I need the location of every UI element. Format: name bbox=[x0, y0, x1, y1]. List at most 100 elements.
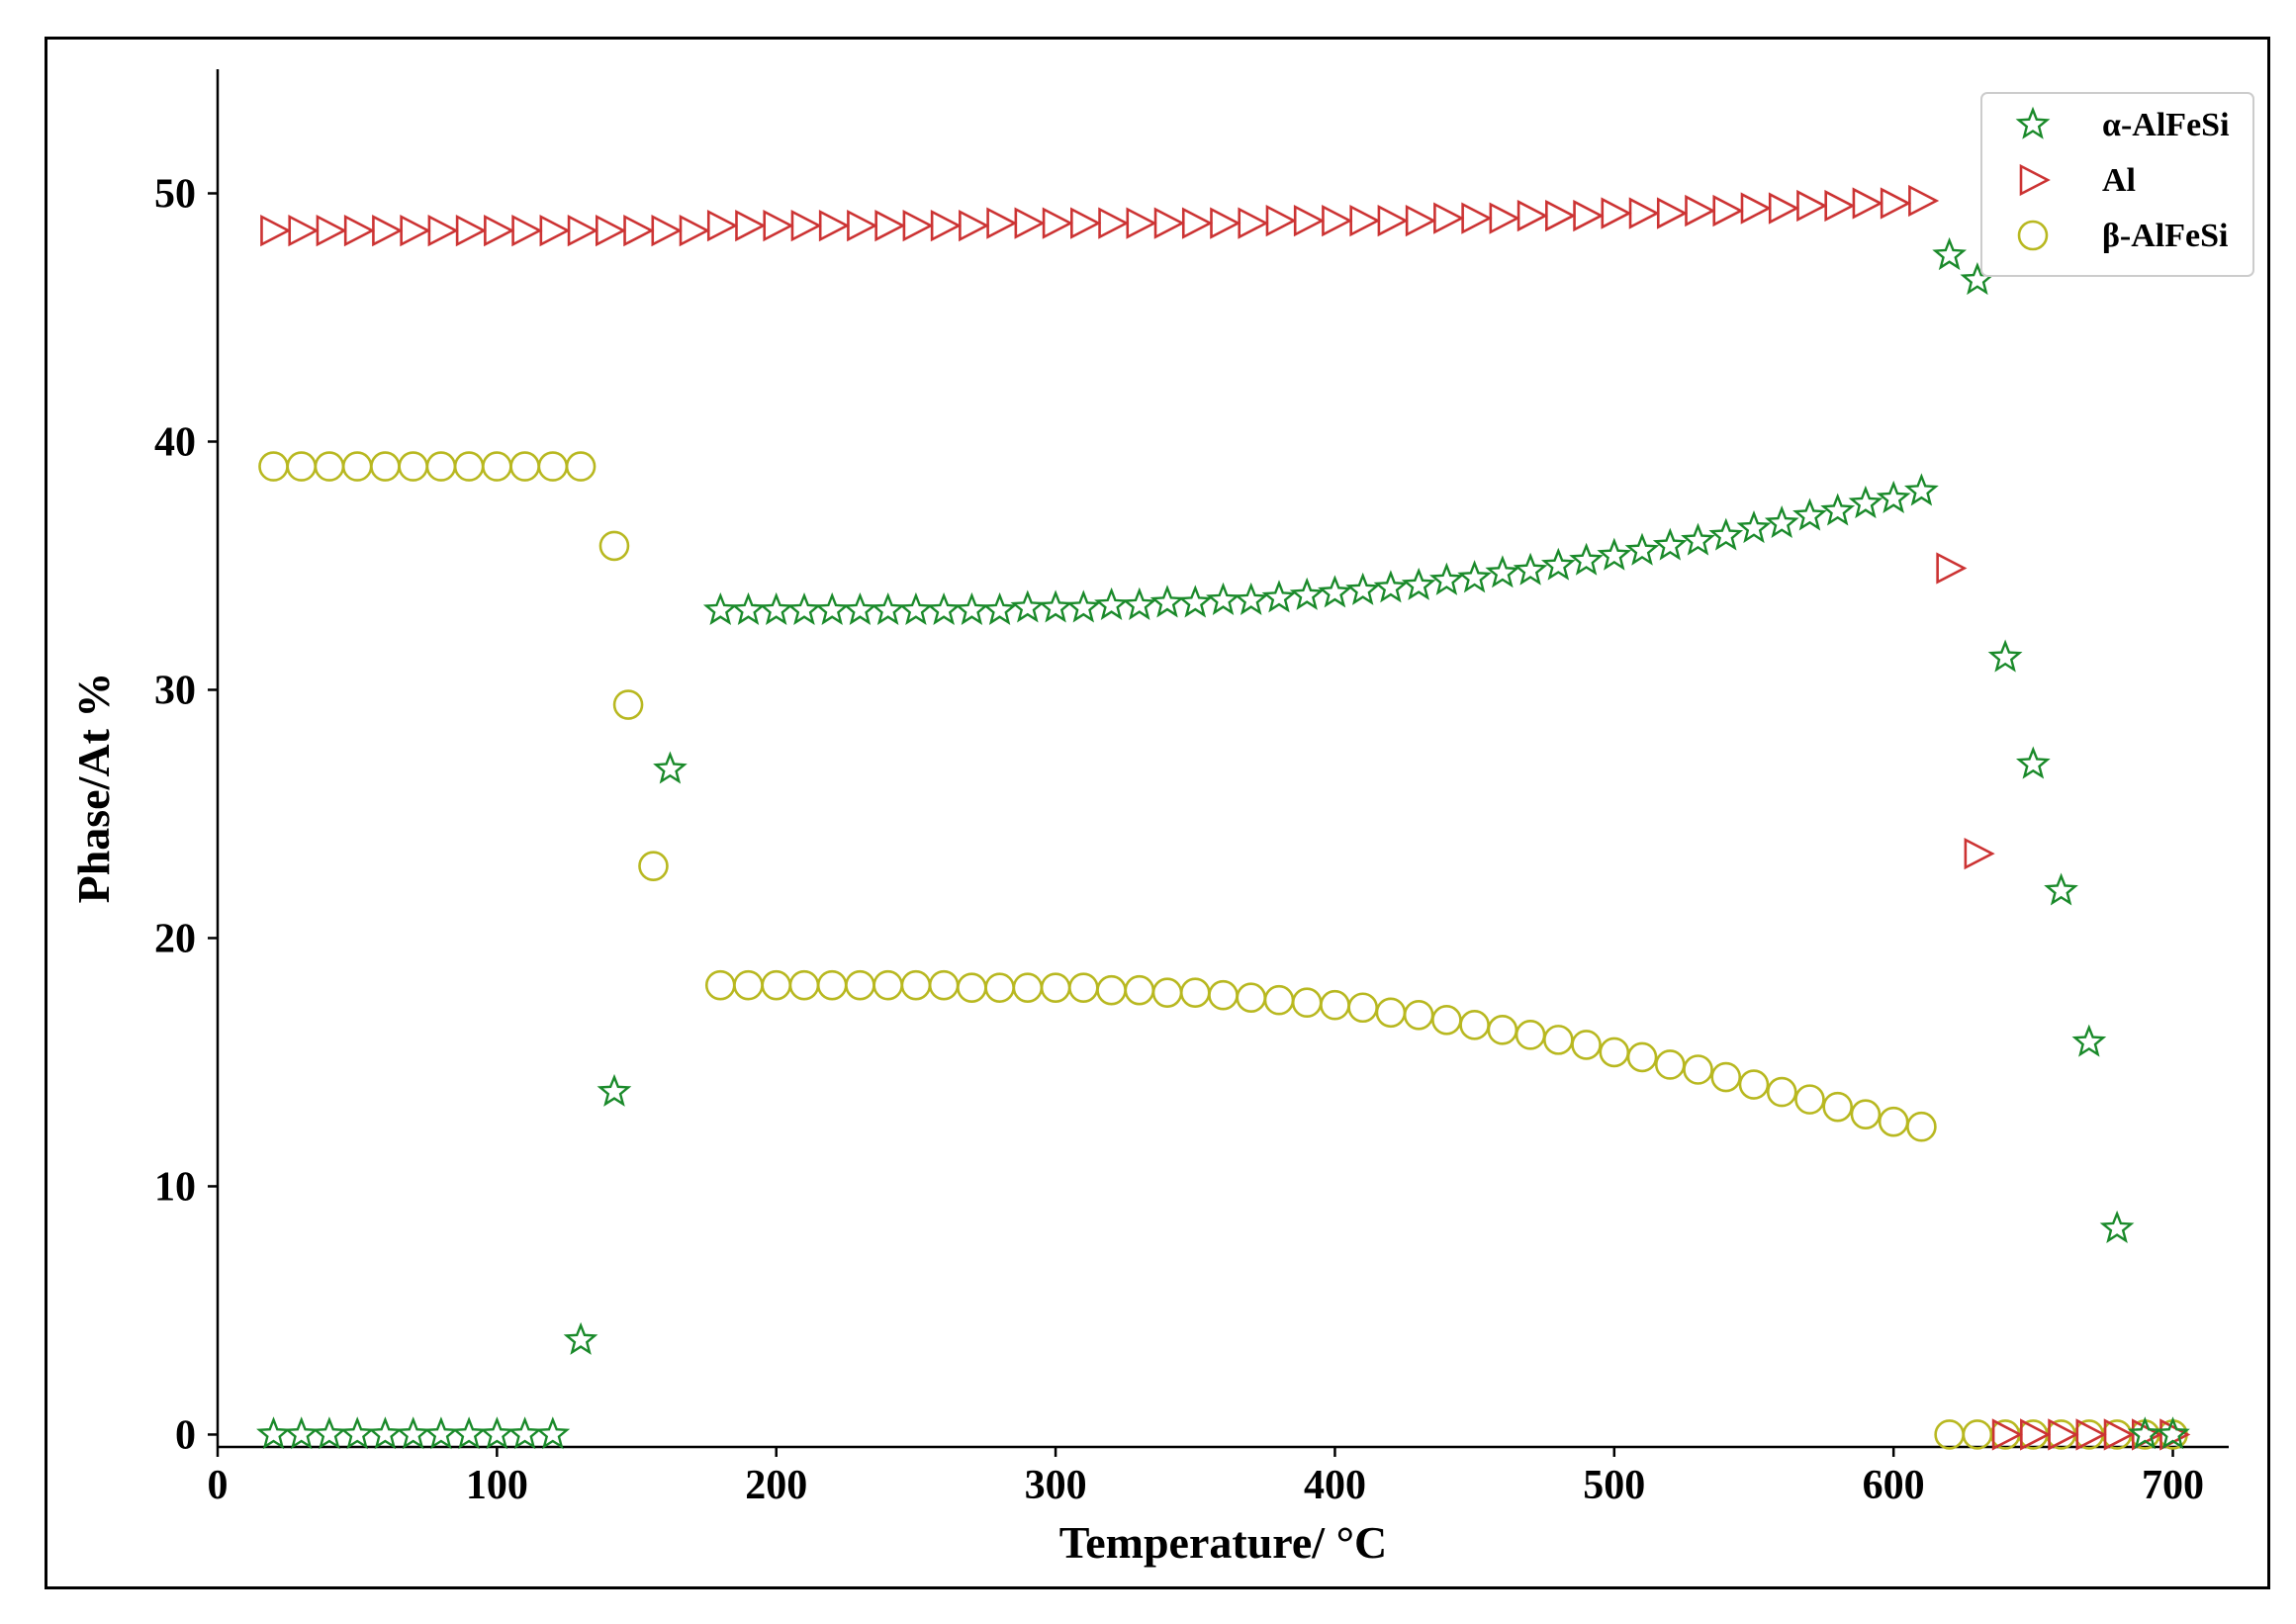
data-point bbox=[511, 215, 543, 247]
x-tick-label: 300 bbox=[1025, 1463, 1087, 1508]
data-point bbox=[847, 209, 878, 242]
data-point bbox=[1320, 989, 1350, 1021]
data-point bbox=[1236, 982, 1267, 1014]
data-point bbox=[1796, 189, 1828, 223]
data-point bbox=[1764, 504, 1799, 539]
data-point bbox=[1291, 987, 1323, 1019]
data-point bbox=[1263, 984, 1295, 1016]
data-point bbox=[843, 591, 877, 625]
data-point bbox=[1151, 977, 1183, 1008]
data-point bbox=[425, 451, 457, 482]
data-point bbox=[1652, 527, 1688, 561]
legend: α-AlFeSi Al β-AlFeSi bbox=[1980, 92, 2254, 277]
data-point bbox=[423, 1416, 459, 1450]
data-point bbox=[1181, 207, 1214, 239]
data-point bbox=[453, 451, 485, 482]
data-point bbox=[343, 215, 376, 247]
data-point bbox=[2075, 1418, 2107, 1451]
data-point bbox=[959, 209, 990, 242]
data-point bbox=[816, 969, 848, 1001]
data-point bbox=[258, 451, 289, 482]
data-point bbox=[1428, 562, 1464, 595]
legend-box bbox=[1980, 92, 2254, 277]
data-point bbox=[484, 215, 515, 247]
axes: 0 100 200 300 400 500 600 700 0 10 20 30 40 50 bbox=[154, 69, 2229, 1508]
y-tick-label: 50 bbox=[154, 171, 196, 217]
data-point bbox=[1070, 207, 1102, 239]
x-tick-label: 400 bbox=[1304, 1463, 1366, 1508]
x-tick-label: 0 bbox=[208, 1463, 229, 1508]
data-point bbox=[1766, 1076, 1797, 1108]
data-point bbox=[597, 1073, 632, 1107]
data-point bbox=[1626, 1041, 1658, 1073]
data-point bbox=[759, 591, 794, 625]
data-point bbox=[1987, 639, 2023, 673]
y-tick-label: 10 bbox=[154, 1164, 196, 1210]
data-point bbox=[535, 1416, 571, 1450]
series-1 bbox=[260, 184, 2191, 1451]
data-point bbox=[1345, 572, 1380, 605]
data-point bbox=[1656, 197, 1689, 229]
data-point bbox=[1794, 1084, 1825, 1115]
data-point bbox=[1238, 207, 1269, 239]
data-point bbox=[1289, 577, 1325, 610]
data-point bbox=[1179, 977, 1211, 1008]
series-2 bbox=[258, 451, 2188, 1450]
data-point bbox=[2015, 746, 2051, 779]
data-point bbox=[1852, 187, 1883, 220]
data-point bbox=[982, 591, 1018, 625]
y-tick-label: 40 bbox=[154, 419, 196, 465]
data-point bbox=[1850, 1099, 1882, 1129]
data-point bbox=[1903, 473, 1939, 506]
data-point bbox=[1683, 1054, 1713, 1085]
data-point bbox=[679, 215, 710, 247]
y-tick-label: 20 bbox=[154, 916, 196, 961]
x-tick-label: 500 bbox=[1583, 1463, 1645, 1508]
data-point bbox=[1373, 570, 1409, 603]
y-tick-label: 0 bbox=[175, 1412, 196, 1458]
data-point bbox=[1012, 972, 1044, 1003]
data-point bbox=[1098, 207, 1130, 239]
data-point bbox=[2044, 872, 2078, 906]
data-point bbox=[1878, 1106, 1909, 1137]
legend-items: α-AlFeSi Al β-AlFeSi bbox=[2015, 106, 2230, 254]
data-point bbox=[563, 1321, 598, 1355]
legend-marker bbox=[2019, 163, 2051, 197]
data-point bbox=[341, 451, 373, 482]
data-point bbox=[1375, 997, 1407, 1029]
data-point bbox=[1740, 192, 1772, 225]
data-point bbox=[1347, 992, 1378, 1024]
data-point bbox=[288, 215, 320, 247]
legend-marker bbox=[2017, 220, 2049, 251]
data-point bbox=[368, 1416, 403, 1450]
data-point bbox=[596, 215, 627, 247]
data-point bbox=[1485, 555, 1520, 588]
data-point bbox=[398, 451, 428, 482]
data-point bbox=[731, 591, 766, 625]
data-point bbox=[1792, 497, 1827, 531]
legend-marker bbox=[2015, 106, 2051, 139]
data-point bbox=[928, 969, 960, 1001]
data-point bbox=[1210, 207, 1241, 239]
y-axis-title: Phase/At % bbox=[68, 673, 119, 904]
data-point bbox=[1405, 204, 1436, 237]
data-point bbox=[1820, 493, 1856, 526]
data-point bbox=[898, 591, 934, 625]
data-point bbox=[1153, 207, 1185, 239]
data-point bbox=[1208, 979, 1239, 1011]
data-point bbox=[814, 591, 850, 625]
legend-label: β-AlFeSi bbox=[2102, 218, 2228, 254]
data-point bbox=[788, 969, 820, 1001]
series-0 bbox=[256, 236, 2190, 1450]
data-point bbox=[1433, 202, 1465, 234]
data-point bbox=[1768, 192, 1800, 225]
data-point bbox=[1628, 197, 1660, 229]
data-point bbox=[1349, 204, 1381, 237]
data-point bbox=[1457, 560, 1493, 593]
data-point bbox=[1515, 1020, 1546, 1050]
data-point bbox=[1068, 972, 1099, 1003]
data-point bbox=[954, 591, 989, 625]
legend-label: Al bbox=[2102, 162, 2136, 199]
data-point bbox=[902, 209, 934, 242]
data-point bbox=[763, 209, 794, 242]
